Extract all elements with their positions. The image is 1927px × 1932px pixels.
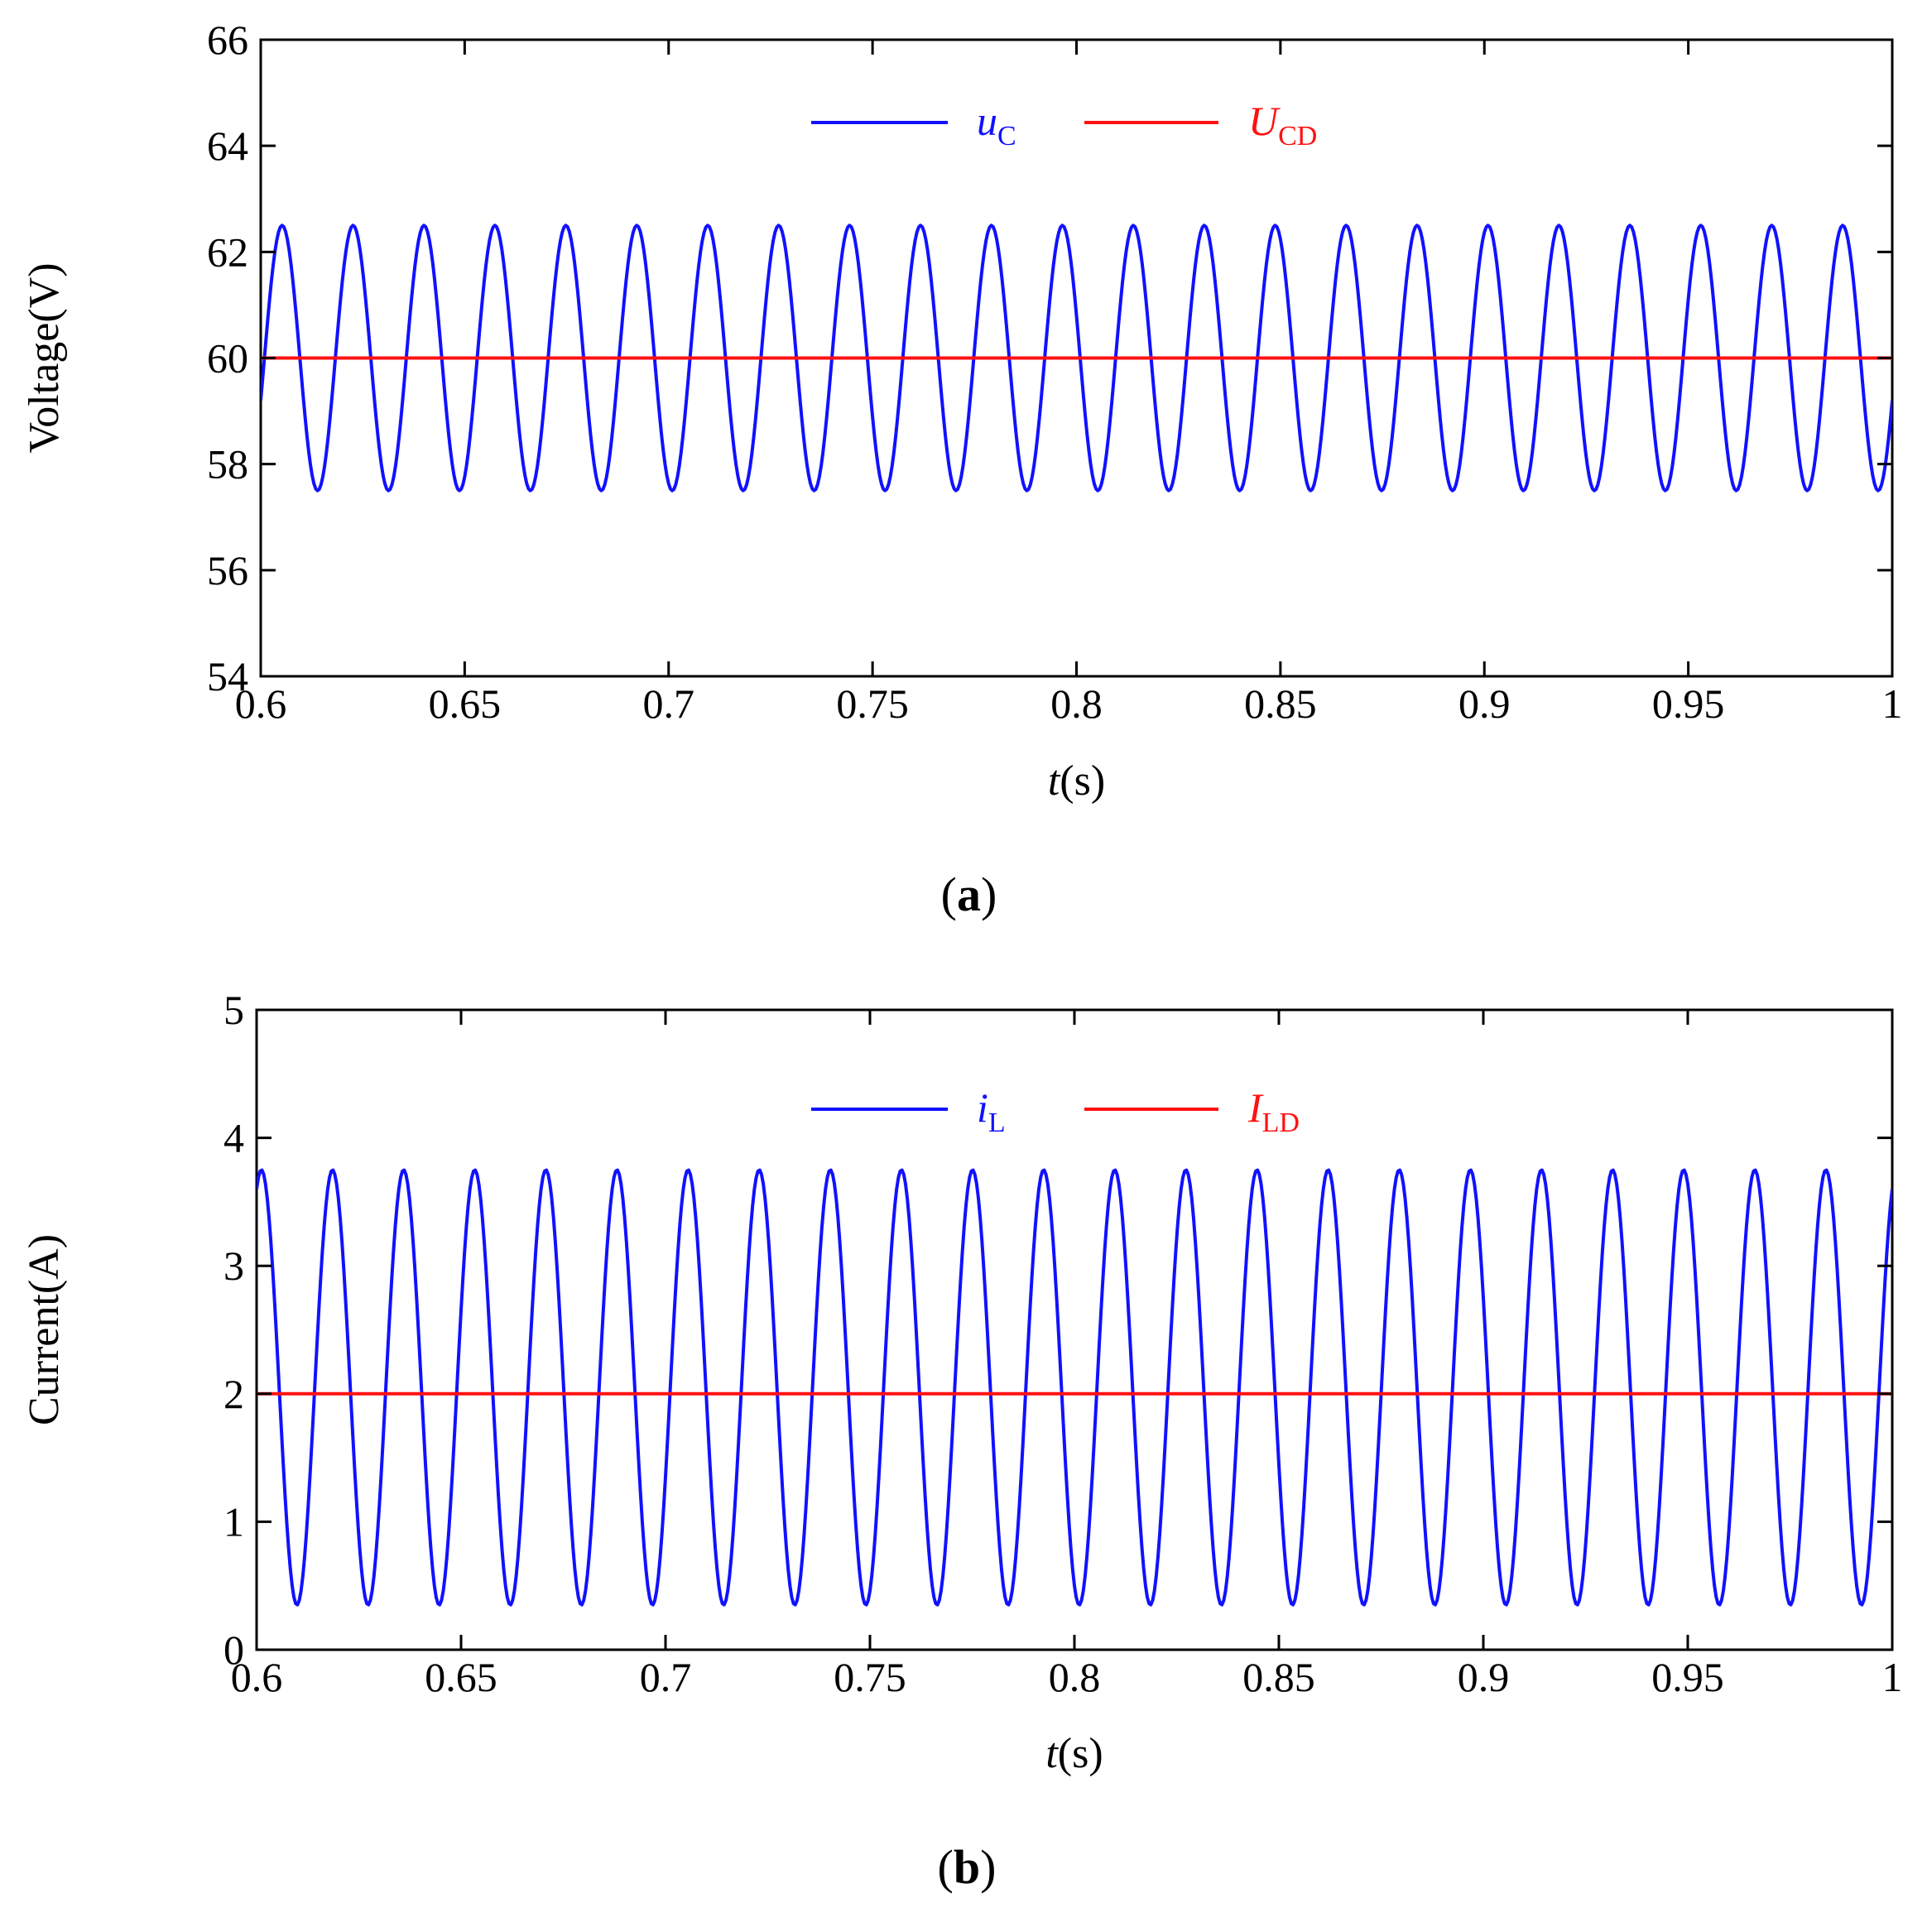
legend-label-subscript: LD [1262,1108,1300,1138]
x-tick-label: 1 [1882,1654,1903,1700]
y-tick-label: 5 [223,987,244,1033]
x-tick-label: 0.9 [1458,1654,1510,1700]
x-tick-label: 1 [1882,680,1903,727]
y-tick-label: 56 [207,547,248,594]
y-tick-label: 2 [223,1371,244,1417]
x-tick-label: 0.7 [643,680,695,727]
legend-label-subscript: CD [1278,121,1317,151]
x-tick-label: 0.75 [836,680,909,727]
y-axis-title: Voltage(V) [21,262,68,453]
y-tick-label: 1 [223,1498,244,1545]
x-tick-label: 0.9 [1458,680,1511,727]
legend-label-main: U [1248,98,1281,144]
y-tick-label: 62 [207,228,248,275]
x-tick-label: 0.85 [1242,1654,1315,1700]
legend-label-subscript: C [997,121,1016,151]
panel-label-open: ( [938,1840,954,1894]
legend-label-iL: iL [977,1084,1006,1138]
legend-label-main: I [1247,1084,1264,1131]
x-tick-label: 0.85 [1244,680,1317,727]
panel-label-letter: b [954,1840,980,1894]
y-tick-label: 58 [207,441,248,488]
panel-label: (b) [938,1840,997,1894]
x-axis-title-variable: t [1045,1730,1059,1777]
y-tick-label: 54 [207,653,248,699]
y-tick-label: 0 [223,1627,244,1673]
x-axis-title: t(s) [1045,1730,1103,1777]
series-group [257,1168,1892,1607]
x-tick-label: 0.6 [235,680,287,727]
x-axis-title-variable: t [1048,757,1061,805]
x-axis-title-unit: (s) [1060,757,1105,805]
x-tick-label: 0.6 [231,1654,283,1700]
series-line-iL [257,1168,1892,1607]
x-tick-label: 0.7 [640,1654,692,1700]
y-tick-label: 3 [223,1242,244,1289]
x-tick-label: 0.75 [834,1654,906,1700]
panel-label-close: ) [980,1840,996,1894]
legend-label-subscript: L [988,1108,1006,1138]
panel-label-letter: a [957,867,981,921]
legend-label-main: i [977,1084,988,1131]
chart-panel-b: 0.6 0.65 0.7 0.75 0.8 0.85 0.9 0.95 1 0 1 2 3 4 5 t(s) C… [21,987,1903,1894]
x-axis-title: t(s) [1048,757,1105,805]
x-tick-label: 0.8 [1049,1654,1101,1700]
series-line-uC [261,223,1892,493]
series-group [261,223,1892,493]
legend-label-main: u [977,98,997,144]
y-tick-label: 66 [207,17,248,63]
x-tick-label: 0.95 [1652,680,1725,727]
legend: uC UCD [811,98,1317,151]
panel-label-close: ) [981,867,997,921]
x-tick-label: 0.65 [429,680,502,727]
x-tick-label: 0.65 [425,1654,497,1700]
legend-label-uC: uC [977,98,1016,151]
y-tick-label: 4 [223,1115,244,1161]
panel-label-open: ( [941,867,957,921]
y-tick-label: 60 [207,335,248,382]
x-tick-label: 0.95 [1651,1654,1724,1700]
y-axis-title: Current(A) [21,1234,68,1425]
panel-label: (a) [941,867,997,921]
y-tick-label: 64 [207,123,248,169]
chart-panel-a: 0.6 0.65 0.7 0.75 0.8 0.85 0.9 0.95 1 54 56 58 60 62 6… [21,17,1903,921]
legend: iL ILD [811,1084,1300,1138]
legend-label-UCD: UCD [1248,98,1317,151]
x-tick-label: 0.8 [1050,680,1103,727]
x-axis-title-unit: (s) [1058,1730,1103,1777]
legend-label-ILD: ILD [1247,1084,1300,1138]
